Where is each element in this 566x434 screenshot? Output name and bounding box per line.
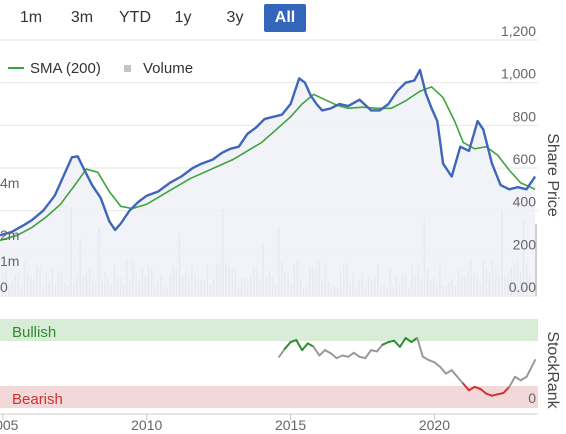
legend: SMA (200) Volume xyxy=(8,60,193,77)
stockrank-segment xyxy=(433,361,442,368)
stockrank-segment xyxy=(421,355,430,362)
volume-tick-label: 0 xyxy=(0,279,8,295)
stockrank-segment xyxy=(502,385,511,394)
stockrank-segment xyxy=(375,343,384,353)
stockrank-segment xyxy=(473,385,482,390)
stockrank-tick-0: 0 xyxy=(528,390,536,406)
stockrank-segment xyxy=(427,359,436,364)
stockrank-segment xyxy=(393,339,401,348)
sma-legend-label: SMA (200) xyxy=(30,60,101,77)
stockrank-line xyxy=(278,337,537,397)
price-axis-title: Share Price xyxy=(544,133,561,217)
stockrank-segment xyxy=(347,351,355,358)
range-1y-button[interactable]: 1y xyxy=(174,9,192,26)
stockrank-axis-title: StockRank xyxy=(544,331,561,409)
stockrank-segment xyxy=(444,369,453,375)
bearish-label: Bearish xyxy=(12,391,63,408)
stockrank-segment xyxy=(352,351,361,358)
range-3m-button[interactable]: 3m xyxy=(70,9,94,26)
stockrank-segment xyxy=(306,342,315,348)
price-line xyxy=(0,68,537,237)
range-3y-button[interactable]: 3y xyxy=(226,9,244,26)
x-axis: 2005 2010 2015 2020 xyxy=(0,414,450,433)
stockrank-segment xyxy=(289,339,298,344)
stockrank-segment xyxy=(312,345,321,357)
price-series-line xyxy=(0,68,537,237)
stockrank-segment xyxy=(278,347,286,358)
x-tick-label: 2005 xyxy=(0,417,19,433)
volume-legend-swatch xyxy=(124,65,131,72)
stockrank-segment xyxy=(525,359,537,378)
sma-line xyxy=(0,85,536,242)
range-ytd-button[interactable]: YTD xyxy=(119,9,151,26)
price-tick-label: 800 xyxy=(513,108,537,124)
range-all-button[interactable]: All xyxy=(264,4,306,32)
price-area-fill xyxy=(0,69,536,297)
stockrank-segment xyxy=(439,365,447,375)
x-tick-label: 2020 xyxy=(419,417,450,433)
stockrank-segment xyxy=(404,337,413,344)
stockrank-segment xyxy=(456,375,465,385)
stockrank-segment xyxy=(381,341,390,346)
price-tick-label: 1,000 xyxy=(501,66,536,82)
stockrank-segment xyxy=(324,349,332,355)
price-tick-label: 200 xyxy=(513,236,537,252)
bullish-label: Bullish xyxy=(12,324,56,341)
volume-tick-label: 2m xyxy=(0,227,19,243)
stockrank-segment xyxy=(508,375,516,388)
stockrank-segment xyxy=(479,388,488,395)
price-tick-label: 400 xyxy=(513,194,537,210)
bullish-band xyxy=(0,319,538,341)
stockrank-segment xyxy=(295,339,304,352)
stockrank-segment xyxy=(410,337,419,344)
price-tick-label: 0.00 xyxy=(509,279,536,295)
stockrank-segment xyxy=(335,354,344,360)
price-axis: 0.00 200 400 600 800 1,000 1,200 xyxy=(501,23,536,295)
volume-legend-label: Volume xyxy=(143,60,193,77)
stockrank-segment xyxy=(485,392,493,397)
volume-axis: 0 1m 2m 4m xyxy=(0,175,19,295)
stockrank-segment xyxy=(318,349,327,357)
volume-tick-label: 4m xyxy=(0,175,19,191)
sma-series-line xyxy=(0,85,536,242)
stockrank-segment xyxy=(301,342,309,352)
stockrank-panel: Bullish Bearish 0 StockRank xyxy=(0,319,561,410)
stockrank-segment xyxy=(450,369,459,378)
price-tick-label: 600 xyxy=(513,151,537,167)
stockrank-segment xyxy=(416,337,424,358)
x-tick-label: 2015 xyxy=(275,417,306,433)
stockrank-segment xyxy=(519,375,528,382)
stockrank-segment xyxy=(283,341,292,350)
stockrank-segment xyxy=(364,349,373,360)
stockrank-segment xyxy=(398,337,407,348)
price-area xyxy=(0,69,536,297)
stockrank-segment xyxy=(514,375,522,382)
range-1m-button[interactable]: 1m xyxy=(19,9,43,26)
x-tick-label: 2010 xyxy=(131,417,162,433)
stockrank-segment xyxy=(468,385,476,392)
volume-bar xyxy=(535,223,537,296)
price-tick-label: 1,200 xyxy=(501,23,536,39)
bearish-band xyxy=(0,386,538,408)
stockrank-segment xyxy=(462,382,470,392)
stockrank-segment xyxy=(329,352,338,360)
volume-tick-label: 1m xyxy=(0,253,19,269)
